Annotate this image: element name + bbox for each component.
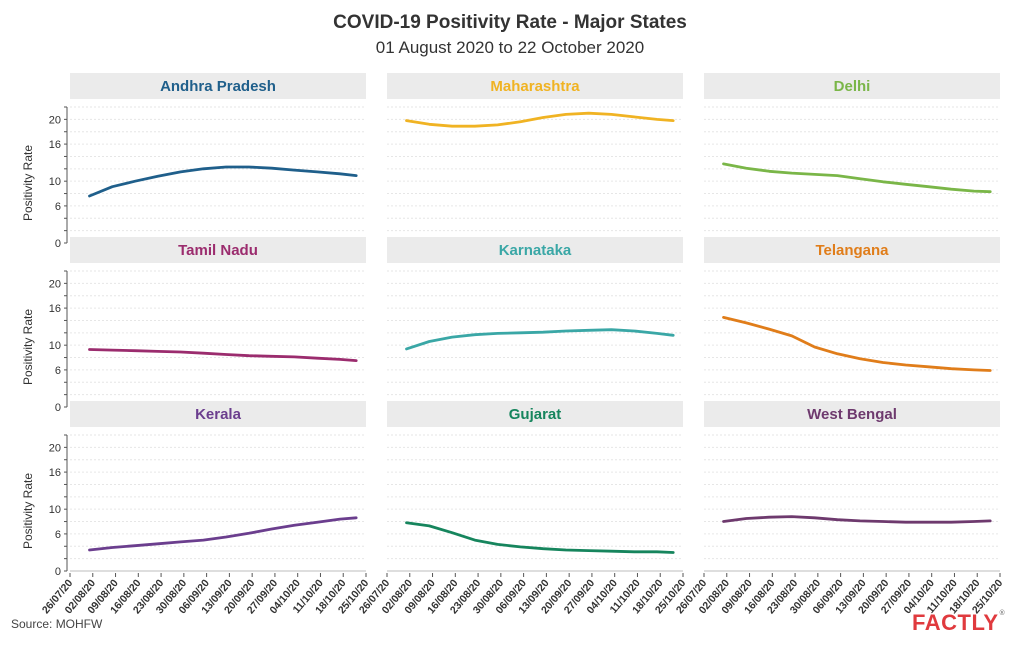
- series-line: [88, 516, 358, 552]
- panel-header: [704, 401, 1000, 427]
- series-line: [88, 165, 358, 198]
- panel-header: [387, 401, 683, 427]
- panel-header: [387, 237, 683, 263]
- y-tick-label: 10: [49, 176, 61, 188]
- y-tick-label: 16: [49, 467, 61, 479]
- panel-title: Tamil Nadu: [178, 242, 258, 259]
- y-axis-label: Positivity Rate: [21, 309, 35, 385]
- panel-title: Kerala: [195, 406, 242, 423]
- panel-header: [70, 401, 366, 427]
- y-tick-label: 10: [49, 340, 61, 352]
- panel-title: Maharashtra: [490, 78, 580, 95]
- series-line: [405, 521, 675, 554]
- panel-title: Telangana: [815, 242, 889, 259]
- y-tick-label: 20: [49, 278, 61, 290]
- panel-title: West Bengal: [807, 406, 897, 423]
- series-line: [88, 348, 358, 362]
- y-tick-label: 20: [49, 442, 61, 454]
- series-line: [722, 515, 992, 524]
- panel-header: [70, 237, 366, 263]
- y-tick-label: 0: [55, 566, 61, 578]
- chart-title: COVID-19 Positivity Rate - Major States: [333, 12, 687, 33]
- chart-subtitle: 01 August 2020 to 22 October 2020: [375, 38, 645, 57]
- y-tick-label: 0: [55, 402, 61, 414]
- series-line: [405, 328, 675, 351]
- panel-header: [70, 73, 366, 99]
- panel-header: [704, 237, 1000, 263]
- panel-header: [387, 73, 683, 99]
- y-tick-label: 16: [49, 139, 61, 151]
- y-tick-label: 10: [49, 504, 61, 516]
- y-axis-label: Positivity Rate: [21, 473, 35, 549]
- y-axis-label: Positivity Rate: [21, 145, 35, 221]
- source-note: Source: MOHFW: [11, 617, 103, 631]
- panel-title: Gujarat: [509, 406, 562, 423]
- y-tick-label: 16: [49, 303, 61, 315]
- panel-title: Delhi: [834, 78, 871, 95]
- series-line: [722, 316, 992, 372]
- panel-header: [704, 73, 1000, 99]
- panel-title: Andhra Pradesh: [160, 78, 276, 95]
- y-tick-label: 6: [55, 201, 61, 213]
- y-tick-label: 0: [55, 238, 61, 250]
- y-tick-label: 6: [55, 365, 61, 377]
- y-tick-label: 20: [49, 114, 61, 126]
- series-line: [405, 111, 675, 128]
- panel-title: Karnataka: [499, 242, 572, 259]
- factly-logo: FACTLY®: [912, 610, 1006, 635]
- series-line: [722, 162, 992, 194]
- y-tick-label: 6: [55, 529, 61, 541]
